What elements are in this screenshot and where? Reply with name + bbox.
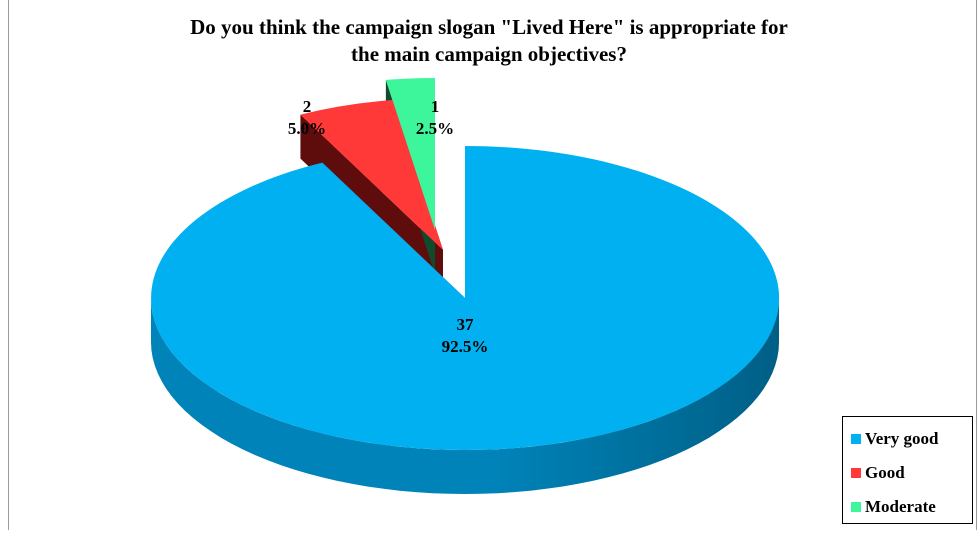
pie-tops [151, 78, 780, 450]
legend-swatch-good [851, 468, 861, 478]
legend-item-moderate: Moderate [851, 497, 936, 517]
legend-swatch-very-good [851, 434, 861, 444]
pie-labels: 37 92.5% 2 5.0% 1 2.5% [288, 97, 489, 356]
chart-frame [8, 0, 977, 530]
data-label-count-very-good: 37 [457, 315, 475, 334]
data-label-count-good: 2 [303, 97, 312, 116]
legend-item-very-good: Very good [851, 429, 939, 449]
chart-title-line-2: the main campaign objectives? [351, 42, 627, 66]
legend: Very good Good Moderate [842, 416, 973, 524]
slice-moderate [385, 78, 435, 230]
slice-very-good [151, 146, 780, 450]
chart-title-line-1: Do you think the campaign slogan "Lived … [190, 15, 788, 39]
data-label-percent-good: 5.0% [288, 119, 326, 138]
data-label-percent-very-good: 92.5% [442, 337, 489, 356]
legend-label-moderate: Moderate [865, 497, 936, 516]
legend-label-very-good: Very good [865, 429, 939, 448]
legend-item-good: Good [851, 463, 905, 483]
legend-label-good: Good [865, 463, 905, 482]
slice-good [300, 99, 443, 251]
data-label-percent-moderate: 2.5% [416, 119, 454, 138]
data-label-count-moderate: 1 [431, 97, 440, 116]
slice-edge-very-good [151, 298, 779, 494]
legend-swatch-moderate [851, 502, 861, 512]
